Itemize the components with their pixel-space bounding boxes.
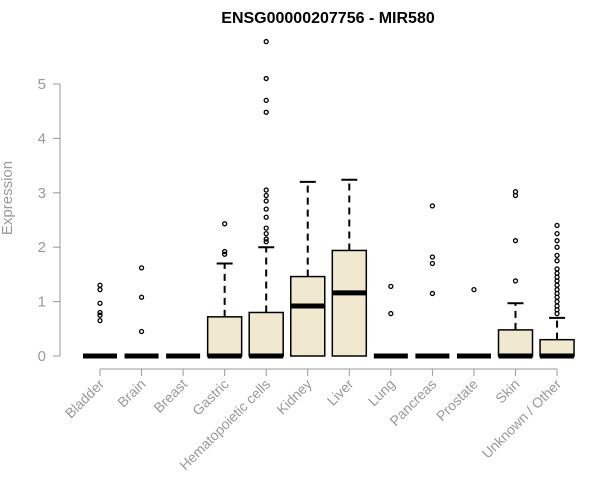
x-tick-label: Kidney xyxy=(273,376,315,418)
outlier-point xyxy=(263,239,269,245)
outlier-point xyxy=(512,189,519,195)
y-tick-label: 4 xyxy=(38,130,46,147)
outlier-point xyxy=(263,38,269,45)
outlier-point xyxy=(97,286,103,293)
outlier-point xyxy=(263,187,269,193)
outlier-point xyxy=(263,109,269,115)
box-group xyxy=(206,221,243,359)
box-rect xyxy=(206,316,243,357)
x-tick-label: Unknown / Other xyxy=(479,376,565,462)
outlier-point xyxy=(512,278,519,284)
outlier-point xyxy=(138,328,145,335)
box-group xyxy=(331,178,368,357)
outlier-point xyxy=(263,75,269,82)
box-rect xyxy=(290,275,326,357)
outlier-point xyxy=(263,214,269,220)
outlier-point xyxy=(471,286,477,293)
outlier-point xyxy=(221,251,228,257)
outlier-point xyxy=(554,244,560,250)
x-tick-label: Skin xyxy=(492,376,523,407)
outlier-point xyxy=(554,258,560,264)
box-group xyxy=(539,222,575,359)
y-axis: 0 1 2 3 4 5 xyxy=(38,76,60,365)
box-rect xyxy=(248,311,284,357)
outlier-point xyxy=(97,309,103,316)
outlier-point xyxy=(97,312,103,318)
x-tick-label: Brain xyxy=(114,376,148,410)
outlier-point xyxy=(512,238,519,244)
outlier-point xyxy=(263,236,269,242)
box-group xyxy=(83,282,117,359)
box-group xyxy=(497,189,534,359)
outlier-point xyxy=(97,282,103,288)
outlier-point xyxy=(388,283,394,290)
outlier-point xyxy=(554,298,560,305)
outlier-point xyxy=(221,221,228,227)
outlier-point xyxy=(221,248,228,255)
outlier-point xyxy=(97,317,103,324)
box-group xyxy=(373,283,408,359)
outlier-point xyxy=(138,294,145,300)
outlier-point xyxy=(97,300,103,306)
outlier-point xyxy=(388,310,394,317)
y-tick-label: 3 xyxy=(38,185,46,202)
box-group xyxy=(456,286,491,359)
outlier-point xyxy=(554,282,560,288)
outlier-point xyxy=(554,270,560,276)
outlier-point xyxy=(429,260,436,267)
outlier-point xyxy=(429,254,436,260)
box-group xyxy=(248,38,284,359)
outlier-point xyxy=(554,238,560,244)
outlier-point xyxy=(263,225,269,231)
outlier-point xyxy=(263,230,269,237)
outlier-point xyxy=(429,203,436,209)
outlier-point xyxy=(554,252,560,259)
outlier-point xyxy=(429,290,436,297)
outlier-point xyxy=(263,192,269,199)
x-tick-label: Liver xyxy=(324,376,357,409)
x-tick-label: Breast xyxy=(150,376,190,416)
y-axis-label: Expression xyxy=(0,161,16,235)
outlier-point xyxy=(263,206,269,212)
y-tick-label: 1 xyxy=(38,294,46,311)
outlier-point xyxy=(554,266,560,272)
x-tick-label: Lung xyxy=(365,376,398,409)
box-group xyxy=(124,265,159,359)
y-tick-label: 5 xyxy=(38,76,46,93)
box-rect xyxy=(331,249,368,357)
box-group xyxy=(415,203,450,359)
outlier-point xyxy=(554,286,560,293)
outlier-point xyxy=(138,265,145,271)
box-rect xyxy=(497,329,534,357)
outlier-point xyxy=(263,198,269,204)
y-tick-label: 2 xyxy=(38,239,46,256)
outlier-point xyxy=(554,222,560,229)
chart-title: ENSG00000207756 - MIR580 xyxy=(221,10,435,27)
box-group xyxy=(290,180,326,357)
x-tick-label: Bladder xyxy=(62,376,108,422)
x-tick-label: Prostate xyxy=(433,376,481,424)
boxes-layer xyxy=(83,38,575,359)
outlier-point xyxy=(554,230,560,237)
outlier-point xyxy=(263,97,269,103)
y-tick-label: 0 xyxy=(38,348,46,365)
outlier-point xyxy=(554,303,560,309)
